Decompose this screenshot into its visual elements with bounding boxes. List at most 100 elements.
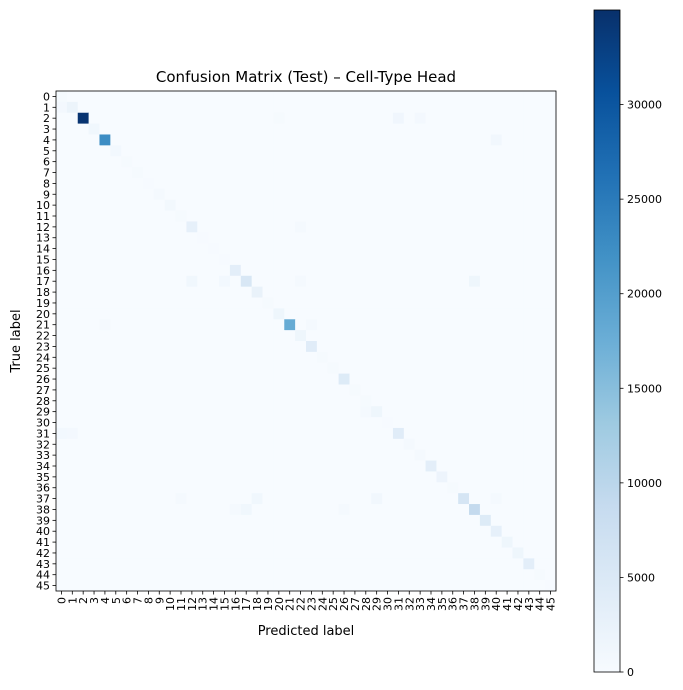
y-tick-label: 0 <box>43 90 50 103</box>
matrix-cell <box>229 504 242 516</box>
matrix-cell <box>56 536 68 548</box>
matrix-cell <box>56 91 68 103</box>
matrix-cell <box>414 275 426 288</box>
matrix-cell <box>284 395 296 407</box>
matrix-cell <box>77 525 90 538</box>
matrix-cell <box>251 395 263 407</box>
matrix-cell <box>371 275 383 288</box>
matrix-cell <box>153 427 166 440</box>
matrix-cell <box>338 384 350 396</box>
matrix-cell <box>251 286 263 298</box>
matrix-cell <box>142 373 155 385</box>
matrix-cell <box>88 427 100 440</box>
matrix-cell <box>327 449 340 461</box>
matrix-cell <box>447 297 459 309</box>
matrix-cell <box>360 362 372 375</box>
matrix-cell <box>88 493 100 505</box>
matrix-cell <box>382 112 394 125</box>
matrix-cell <box>545 167 557 179</box>
matrix-cell <box>458 493 470 505</box>
matrix-cell <box>523 417 535 429</box>
matrix-cell <box>164 569 176 581</box>
matrix-cell <box>121 264 133 277</box>
matrix-cell <box>240 177 253 190</box>
matrix-cell <box>414 308 426 320</box>
matrix-cell <box>479 493 492 505</box>
matrix-cell <box>425 417 437 429</box>
matrix-cell <box>142 145 155 157</box>
matrix-cell <box>512 243 524 255</box>
matrix-cell <box>153 264 166 277</box>
matrix-cell <box>132 341 144 353</box>
matrix-cell <box>479 156 492 168</box>
matrix-cell <box>88 275 100 288</box>
matrix-cell <box>121 188 133 201</box>
matrix-cell <box>175 406 187 418</box>
matrix-cell <box>229 275 242 288</box>
matrix-cell <box>208 427 220 440</box>
matrix-cell <box>262 493 274 505</box>
matrix-cell <box>273 482 285 494</box>
matrix-cell <box>479 145 492 157</box>
matrix-cell <box>392 156 405 168</box>
matrix-cell <box>436 91 448 103</box>
matrix-cell <box>110 91 122 103</box>
matrix-cell <box>458 384 470 396</box>
matrix-cell <box>284 362 296 375</box>
matrix-cell <box>458 558 470 570</box>
matrix-cell <box>501 308 513 320</box>
matrix-cell <box>66 362 79 375</box>
matrix-cell <box>66 460 79 472</box>
matrix-cell <box>66 275 79 288</box>
matrix-cell <box>436 297 448 309</box>
matrix-cell <box>99 134 111 146</box>
matrix-cell <box>316 145 329 157</box>
matrix-cell <box>371 145 383 157</box>
matrix-cell <box>338 536 350 548</box>
matrix-cell <box>512 493 524 505</box>
matrix-cell <box>306 221 318 233</box>
matrix-cell <box>197 417 209 429</box>
matrix-cell <box>414 167 426 179</box>
matrix-cell <box>219 210 231 222</box>
matrix-cell <box>392 341 405 353</box>
matrix-cell <box>523 167 535 179</box>
matrix-cell <box>88 232 100 244</box>
matrix-cell <box>208 210 220 222</box>
matrix-cell <box>436 373 448 385</box>
matrix-cell <box>66 254 79 266</box>
matrix-cell <box>490 167 503 179</box>
matrix-cell <box>534 493 546 505</box>
matrix-cell <box>273 558 285 570</box>
matrix-cell <box>229 580 242 592</box>
matrix-cell <box>186 384 198 396</box>
matrix-cell <box>229 177 242 190</box>
matrix-cell <box>425 373 437 385</box>
matrix-cell <box>490 308 503 320</box>
matrix-cell <box>121 134 133 146</box>
x-tick-label: 40 <box>490 597 503 611</box>
matrix-cell <box>99 167 111 179</box>
matrix-cell <box>164 297 176 309</box>
matrix-cell <box>327 351 340 364</box>
matrix-cell <box>197 580 209 592</box>
matrix-cell <box>447 221 459 233</box>
matrix-cell <box>240 134 253 146</box>
matrix-cell <box>262 210 274 222</box>
matrix-cell <box>338 569 350 581</box>
matrix-cell <box>110 254 122 266</box>
matrix-cell <box>534 406 546 418</box>
matrix-cell <box>121 493 133 505</box>
matrix-cell <box>295 547 307 559</box>
matrix-cell <box>142 167 155 179</box>
matrix-cell <box>360 406 372 418</box>
matrix-cell <box>175 297 187 309</box>
matrix-cell <box>392 112 405 125</box>
matrix-cell <box>425 580 437 592</box>
matrix-cell <box>142 156 155 168</box>
matrix-cell <box>414 177 426 190</box>
matrix-cell <box>425 427 437 440</box>
matrix-cell <box>469 101 481 114</box>
matrix-cell <box>338 449 350 461</box>
matrix-cell <box>208 232 220 244</box>
